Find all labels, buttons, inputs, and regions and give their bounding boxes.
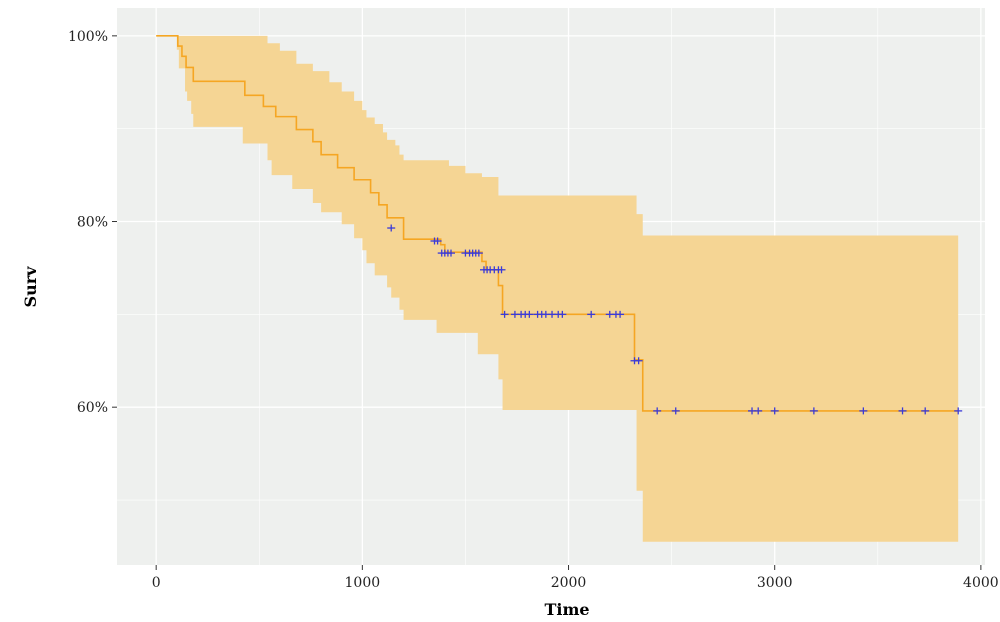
y-axis: 60% 80% 100% [68,29,117,416]
confidence-band-layer [156,35,959,542]
censor-mark-17 [497,266,506,274]
censor-mark-44 [954,407,963,415]
x-axis: 0 1000 2000 3000 4000 [152,565,999,591]
confidence-band [156,35,959,542]
censor-mark-29 [587,310,596,318]
censor-mark-32 [616,310,625,318]
censor-mark-35 [653,407,662,415]
x-tick-label-4: 4000 [963,575,999,591]
censor-mark-22 [525,310,534,318]
survival-curve [156,35,959,412]
censor-mark-11 [474,249,483,257]
censor-mark-0 [387,224,396,232]
y-axis-title: Surv [21,266,40,308]
censor-mark-2 [433,237,442,245]
censor-marks-layer [387,224,963,415]
censor-mark-36 [671,407,680,415]
x-tick-label-2: 2000 [551,575,587,591]
x-tick-label-1: 1000 [345,575,381,591]
censor-mark-42 [898,407,907,415]
x-tick-label-3: 3000 [757,575,793,591]
x-tick-label-0: 0 [152,575,161,591]
censor-mark-40 [809,407,818,415]
x-axis-title: Time [544,600,589,619]
censor-mark-38 [754,407,763,415]
censor-mark-34 [634,357,643,365]
censor-mark-43 [921,407,930,415]
censor-mark-6 [447,249,456,257]
censor-mark-28 [558,310,567,318]
censor-mark-39 [770,407,779,415]
censor-mark-18 [500,310,509,318]
survival-curve-layer [156,35,959,412]
y-tick-label-2: 100% [68,29,108,45]
censor-mark-41 [859,407,868,415]
y-tick-label-1: 80% [77,215,108,231]
y-tick-label-0: 60% [77,400,108,416]
